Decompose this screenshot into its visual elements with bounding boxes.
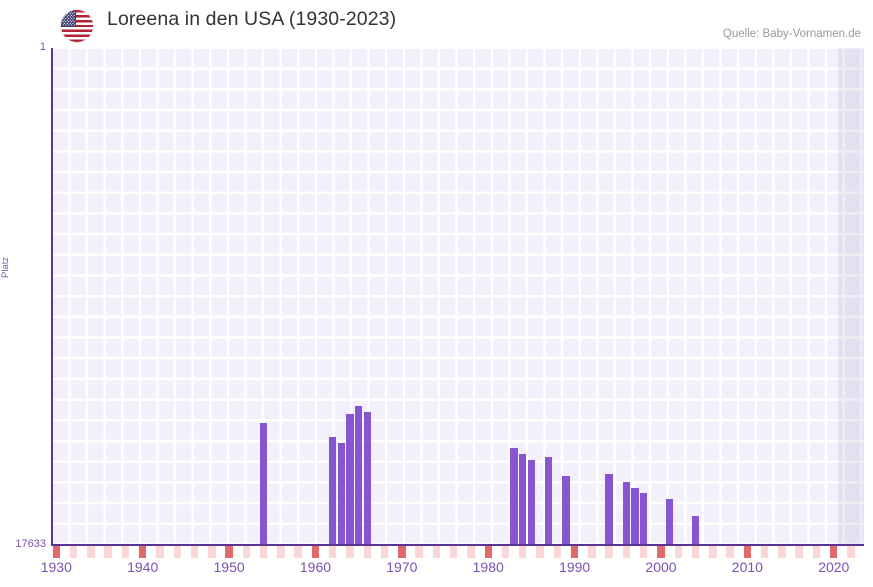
- x-axis-tick-label: 1970: [386, 559, 418, 575]
- x-axis-tick-marker: [173, 546, 181, 558]
- x-axis-tick-label: 2000: [645, 559, 677, 575]
- bar: [519, 453, 527, 545]
- x-axis-tick-marker: [553, 546, 562, 558]
- chart-header: Loreena in den USA (1930-2023) Quelle: B…: [0, 0, 873, 48]
- x-axis-tick-marker: [467, 546, 475, 558]
- x-axis-tick-marker-decade: [138, 546, 147, 558]
- x-axis-tick-marker: [363, 546, 371, 558]
- x-axis-line: [51, 544, 864, 546]
- x-axis-tick-marker: [536, 546, 544, 558]
- x-axis-tick-marker: [87, 546, 95, 558]
- x-axis-labels: 1930 1940 1950 1960 1970 1980 1990 2000 2010 2020: [41, 559, 864, 583]
- x-axis-tick-marker: [346, 546, 354, 558]
- x-axis-tick-marker-decade: [311, 546, 320, 558]
- x-axis-tick-marker: [812, 546, 821, 558]
- x-axis-tick-marker: [380, 546, 389, 558]
- x-axis-tick-marker: [190, 546, 199, 558]
- x-axis-tick-marker: [588, 546, 596, 558]
- x-axis-tick-marker-decade: [657, 546, 665, 558]
- x-axis-tick-marker: [795, 546, 803, 558]
- x-axis-tick-label: 1930: [40, 559, 72, 575]
- bar: [544, 456, 553, 545]
- page-title: Loreena in den USA (1930-2023): [107, 8, 397, 30]
- x-axis-tick-label: 1940: [127, 559, 159, 575]
- x-axis-tick-marker: [605, 546, 613, 558]
- x-axis-tick-marker: [121, 546, 130, 558]
- us-flag-icon: [61, 10, 93, 42]
- x-axis-tick-marker: [69, 546, 78, 558]
- x-axis-tick-marker: [415, 546, 423, 558]
- x-axis-tick-marker: [242, 546, 251, 558]
- x-axis-tick-marker-decade: [570, 546, 579, 558]
- bar: [640, 493, 648, 545]
- x-axis-tick-markers: [52, 546, 864, 558]
- x-axis-tick-marker: [277, 546, 285, 558]
- bar: [691, 515, 700, 545]
- y-axis-line: [51, 48, 53, 545]
- x-axis-tick-marker: [622, 546, 631, 558]
- grid-lines: [52, 48, 864, 545]
- x-axis-tick-marker: [709, 546, 717, 558]
- x-axis-tick-marker-decade: [743, 546, 752, 558]
- x-axis-tick-marker: [726, 546, 734, 558]
- bar: [346, 414, 354, 545]
- x-axis-tick-marker-decade: [484, 546, 492, 558]
- x-axis-tick-marker: [674, 546, 682, 558]
- x-axis-tick-label: 2010: [731, 559, 763, 575]
- bar: [665, 498, 674, 545]
- bar: [562, 476, 570, 545]
- x-axis-tick-marker-decade: [830, 546, 838, 558]
- bar: [622, 482, 631, 545]
- bar: [631, 487, 639, 545]
- x-axis-tick-label: 1950: [213, 559, 245, 575]
- x-axis-tick-label: 1960: [299, 559, 332, 575]
- x-axis-tick-marker: [449, 546, 458, 558]
- bar: [363, 411, 371, 545]
- y-axis-tick-label-top: 1: [39, 41, 46, 53]
- flag-stars: [61, 10, 76, 27]
- x-axis-tick-marker: [259, 546, 268, 558]
- x-axis-tick-marker-decade: [52, 546, 61, 558]
- bar: [259, 422, 268, 545]
- x-axis-tick-marker-decade: [398, 546, 406, 558]
- x-axis-tick-marker: [156, 546, 164, 558]
- x-axis-tick-label: 2020: [818, 559, 850, 575]
- bar: [354, 405, 363, 545]
- x-axis-tick-marker: [847, 546, 855, 558]
- x-axis-tick-label: 1980: [472, 559, 504, 575]
- x-axis-tick-marker: [501, 546, 510, 558]
- bar: [527, 459, 536, 545]
- x-axis-tick-marker: [519, 546, 527, 558]
- y-axis-tick-label-bottom: 17633: [15, 538, 46, 550]
- bar: [337, 442, 346, 545]
- x-axis-tick-marker: [778, 546, 786, 558]
- bar-series: [52, 48, 864, 545]
- x-axis-tick-marker: [104, 546, 112, 558]
- plot-area: [52, 48, 864, 545]
- x-axis-tick-marker-decade: [225, 546, 233, 558]
- x-axis-tick-label: 1990: [559, 559, 591, 575]
- source-attribution: Quelle: Baby-Vornamen.de: [722, 28, 861, 40]
- y-axis-title: Platz: [0, 256, 11, 278]
- x-axis-tick-marker: [432, 546, 441, 558]
- shaded-projection-region: [838, 48, 864, 545]
- x-axis-tick-marker: [208, 546, 216, 558]
- bar: [510, 448, 518, 545]
- x-axis-tick-marker: [691, 546, 700, 558]
- x-axis-tick-marker: [329, 546, 337, 558]
- x-axis-tick-marker: [640, 546, 648, 558]
- x-axis-tick-marker: [760, 546, 769, 558]
- bar: [329, 436, 337, 545]
- bar: [605, 473, 613, 545]
- x-axis-tick-marker: [294, 546, 302, 558]
